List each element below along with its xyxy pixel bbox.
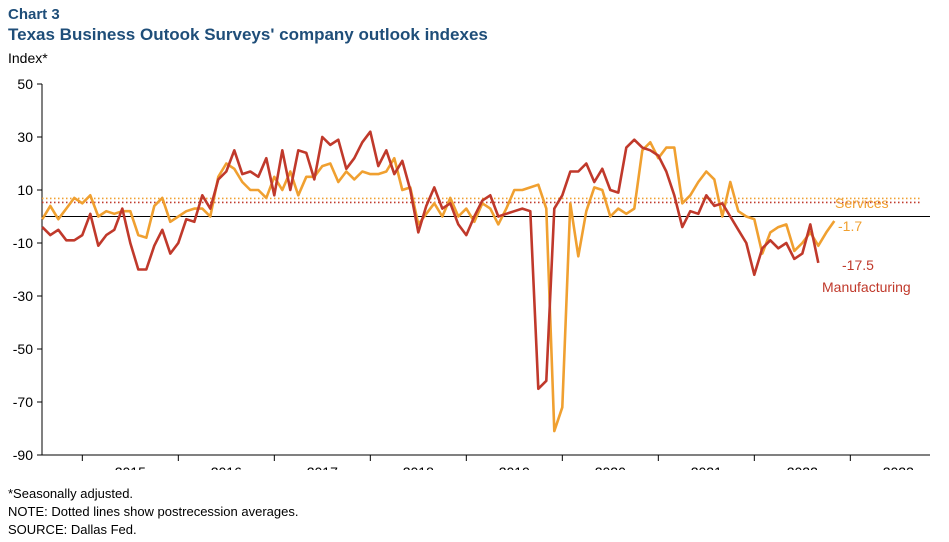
average-lines bbox=[42, 197, 921, 204]
y-tick-label: -70 bbox=[13, 394, 33, 410]
source-text: SOURCE: Dallas Fed. bbox=[8, 522, 137, 537]
y-axis-unit-label: Index* bbox=[8, 50, 48, 66]
x-tick-label: 2016 bbox=[211, 464, 242, 470]
y-tick-label: -90 bbox=[13, 447, 33, 463]
x-tick-label: 2021 bbox=[691, 464, 722, 470]
services-last-value: -1.7 bbox=[838, 218, 862, 234]
note-text: NOTE: Dotted lines show postrecession av… bbox=[8, 504, 299, 519]
x-tick-label: 2018 bbox=[403, 464, 434, 470]
x-tick-label: 2022 bbox=[787, 464, 818, 470]
footnote: *Seasonally adjusted. bbox=[8, 486, 134, 501]
x-tick-label: 2023 bbox=[883, 464, 914, 470]
x-tick-label: 2015 bbox=[115, 464, 146, 470]
y-tick-label: 10 bbox=[17, 182, 33, 198]
manufacturing-series-label: Manufacturing bbox=[822, 279, 911, 295]
services-series-label: Services bbox=[835, 195, 889, 211]
line-chart: 50 30 10 -10 -30 -50 -70 -90 2015 2016 2017 2018 201… bbox=[13, 76, 930, 470]
x-tick-label: 2020 bbox=[595, 464, 626, 470]
manufacturing-line bbox=[41, 130, 820, 391]
chart-title: Texas Business Outook Surveys' company o… bbox=[8, 25, 488, 44]
series-lines bbox=[41, 130, 836, 433]
manufacturing-last-value: -17.5 bbox=[842, 257, 874, 273]
x-tick-label: 2019 bbox=[499, 464, 530, 470]
services-line bbox=[41, 141, 836, 433]
chart-axes: 50 30 10 -10 -30 -50 -70 -90 2015 2016 2017 2018 201… bbox=[13, 76, 930, 470]
y-tick-label: -10 bbox=[13, 235, 33, 251]
y-tick-label: 50 bbox=[17, 76, 33, 92]
chart-notes: *Seasonally adjusted. NOTE: Dotted lines… bbox=[8, 485, 298, 539]
y-tick-label: -50 bbox=[13, 341, 33, 357]
x-tick-label: 2017 bbox=[307, 464, 338, 470]
chart-number: Chart 3 bbox=[8, 6, 60, 23]
y-tick-label: 30 bbox=[17, 129, 33, 145]
y-tick-label: -30 bbox=[13, 288, 33, 304]
